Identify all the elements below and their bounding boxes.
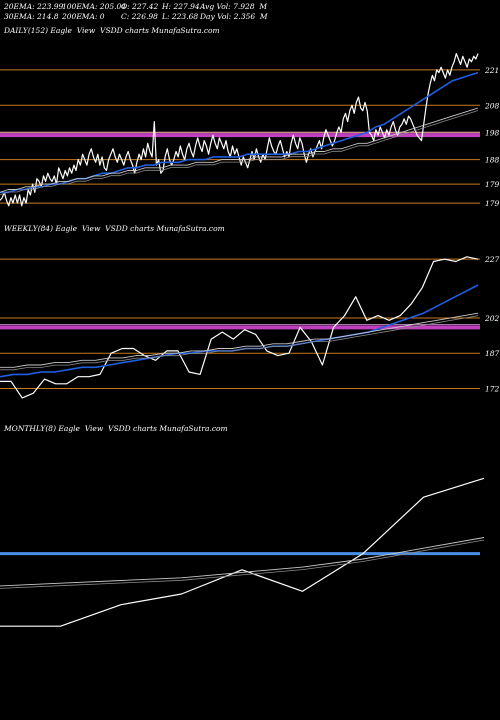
monthly-price-line [0, 477, 485, 627]
daily-level-label: 208 [484, 101, 500, 110]
daily-ema-slow-line [0, 107, 479, 193]
header-open: O: 227.42 [121, 2, 159, 11]
daily-level-label: 179 [485, 180, 500, 189]
daily-panel-title: DAILY(152) Eagle View VSDD charts Munafa… [4, 26, 220, 35]
weekly-level-label: 227 [484, 255, 500, 264]
weekly-ema-ribbon-line [0, 315, 479, 371]
daily-level-label: 221 [484, 66, 499, 75]
daily-level-label: 179 [485, 199, 500, 208]
weekly-price-line [0, 256, 479, 399]
header-30ema: 30EMA: 214.8 [4, 12, 59, 21]
weekly-ema-slow-line [0, 312, 479, 368]
weekly-level-label: 202 [484, 314, 500, 323]
header-avg-vol: Avg Vol: 7.928 M [200, 2, 268, 11]
header-high: H: 227.94 [162, 2, 200, 11]
header-day-vol: Day Vol: 2.356 M [200, 12, 268, 21]
daily-level-label: 188 [485, 156, 500, 165]
weekly-level-label: 172 [485, 384, 500, 393]
monthly-panel-title: MONTHLY(8) Eagle View VSDD charts Munafa… [4, 424, 228, 433]
header-20ema: 20EMA: 223.99 [4, 2, 64, 11]
daily-level-label: 198 [485, 128, 500, 137]
header-100ema: 100EMA: 205.04 [62, 2, 127, 11]
header-close: C: 226.98 [121, 12, 158, 21]
header-200ema: 200EMA: 0 [62, 12, 105, 21]
header-low: L: 223.68 [162, 12, 199, 21]
monthly-ema-ribbon-line [0, 539, 485, 589]
weekly-ema-fast-line [0, 284, 479, 378]
weekly-level-label: 187 [485, 349, 500, 358]
weekly-panel-title: WEEKLY(84) Eagle View VSDD charts Munafa… [4, 224, 225, 233]
daily-ema-ribbon-line [0, 110, 479, 196]
monthly-ema-slow-line [0, 537, 485, 587]
